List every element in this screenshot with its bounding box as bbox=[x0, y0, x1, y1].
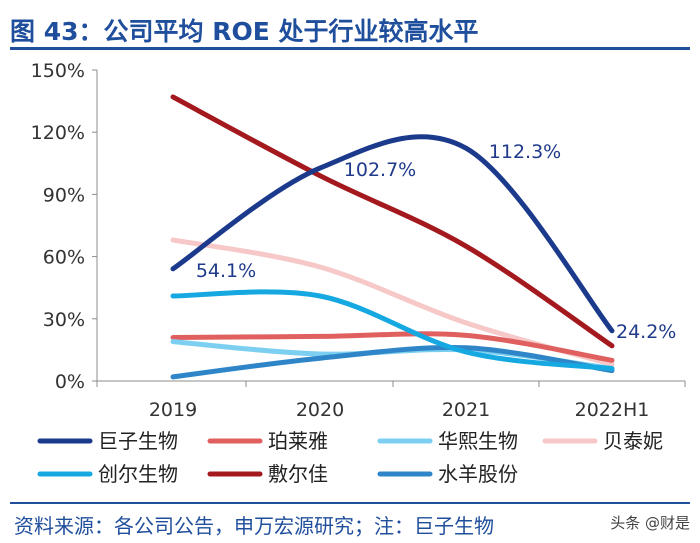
source-note: 资料来源：各公司公告，申万宏源研究；注：巨子生物 bbox=[14, 514, 494, 538]
axes: 0% 30% 60% 90% 120% 150% 2019 2020 2021 2022H1 bbox=[31, 60, 686, 421]
data-label: 102.7% bbox=[344, 159, 416, 181]
roe-line-chart: 0% 30% 60% 90% 120% 150% 2019 2020 2021 2022H1 54… bbox=[31, 60, 686, 486]
series-line-1 bbox=[170, 331, 615, 363]
bottom-rule bbox=[10, 502, 690, 504]
data-labels: 54.1% 102.7% 112.3% 24.2% bbox=[196, 141, 677, 343]
title-rule bbox=[10, 47, 690, 50]
data-label: 112.3% bbox=[489, 141, 561, 163]
legend-entry: 珀莱雅 bbox=[268, 429, 328, 453]
watermark: 头条 @财是 bbox=[610, 514, 690, 532]
data-label: 24.2% bbox=[616, 321, 676, 343]
x-tick-label: 2022H1 bbox=[575, 399, 650, 421]
figure-title: 图 43：公司平均 ROE 处于行业较高水平 bbox=[10, 17, 479, 46]
series-lines bbox=[170, 94, 615, 380]
y-tick-label: 0% bbox=[55, 371, 85, 393]
y-tick-label: 90% bbox=[43, 184, 85, 206]
series-line-4 bbox=[170, 289, 615, 372]
legend-entry: 水羊股份 bbox=[438, 462, 518, 486]
x-tick-label: 2019 bbox=[149, 399, 197, 421]
legend-entry: 贝泰妮 bbox=[603, 429, 663, 453]
y-tick-label: 150% bbox=[31, 60, 85, 82]
x-tick-label: 2021 bbox=[442, 399, 490, 421]
legend-entry: 创尔生物 bbox=[98, 462, 178, 486]
series-line-0 bbox=[170, 134, 615, 334]
y-tick-label: 120% bbox=[31, 122, 85, 144]
series-line-6 bbox=[170, 345, 615, 380]
legend-entry: 敷尔佳 bbox=[268, 462, 328, 486]
data-label: 54.1% bbox=[196, 260, 256, 282]
series-line-5 bbox=[170, 94, 615, 349]
y-tick-label: 60% bbox=[43, 247, 85, 269]
x-tick-label: 2020 bbox=[296, 399, 344, 421]
legend-entry: 华熙生物 bbox=[438, 429, 518, 453]
legend-entry: 巨子生物 bbox=[98, 429, 178, 453]
y-tick-label: 30% bbox=[43, 309, 85, 331]
